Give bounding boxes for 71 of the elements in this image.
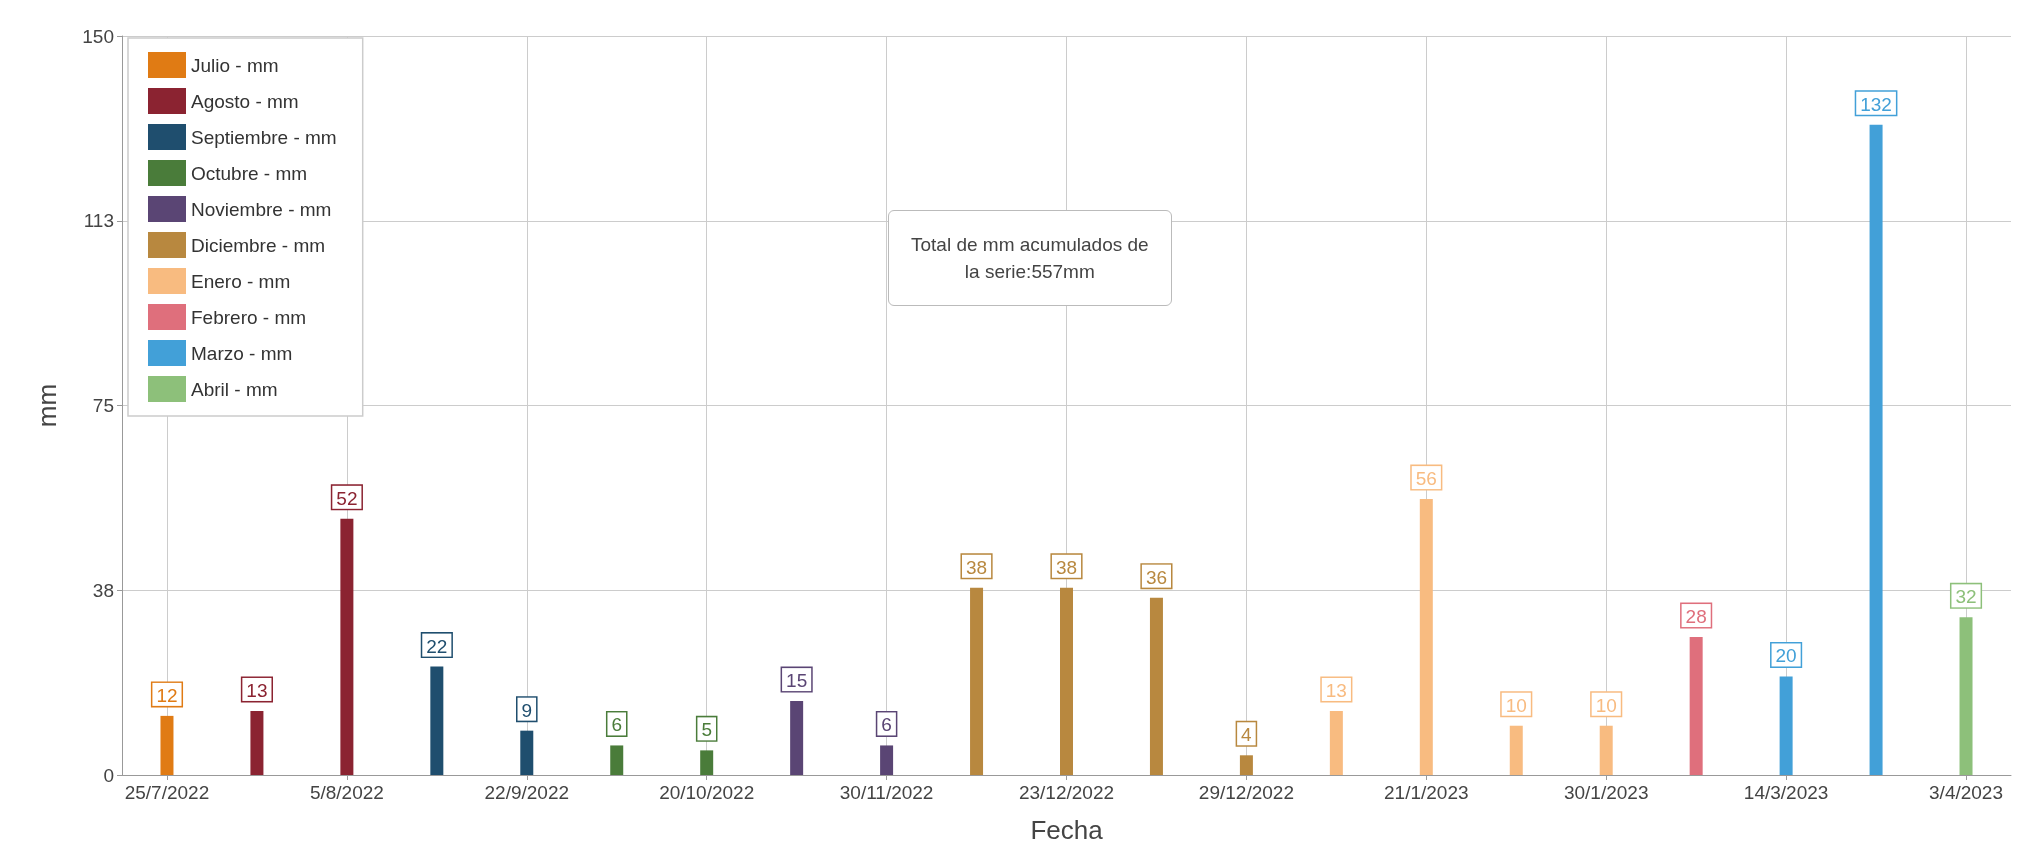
bar (610, 745, 624, 775)
data-label: 38 (1055, 556, 1078, 578)
data-label: 4 (1241, 724, 1253, 746)
data-label: 6 (881, 714, 892, 736)
note-box: Total de mm acumulados de la serie:557mm (888, 210, 1172, 306)
x-tick-label: 23/12/2022 (1018, 782, 1115, 803)
data-label: 132 (1860, 93, 1892, 115)
x-tick-label: 21/1/2023 (1384, 782, 1469, 803)
bar (1599, 725, 1613, 775)
x-tick-label: 20/10/2022 (659, 782, 755, 803)
bar (880, 745, 894, 775)
y-axis-title: mm (32, 383, 62, 428)
data-label: 12 (156, 684, 178, 706)
legend-label: Octubre - mm (191, 162, 308, 184)
legend-label: Abril - mm (191, 378, 278, 400)
data-label: 10 (1505, 694, 1527, 716)
y-tick-label: 0 (103, 764, 114, 786)
data-label: 56 (1415, 468, 1437, 490)
x-tick-label: 5/8/2022 (309, 782, 384, 803)
bar (700, 750, 714, 775)
bar (430, 666, 444, 775)
data-label: 15 (786, 670, 808, 692)
bar (160, 715, 174, 775)
legend-label: Diciembre - mm (191, 234, 326, 256)
y-tick-label: 75 (92, 395, 114, 416)
x-tick-label: 30/11/2022 (839, 782, 934, 803)
bar (1959, 617, 1973, 775)
bar (1779, 676, 1793, 775)
data-label: 5 (701, 719, 712, 741)
bar (1689, 637, 1703, 775)
x-tick-label: 30/1/2023 (1563, 782, 1649, 803)
bar (1869, 124, 1883, 775)
bar (1149, 597, 1163, 775)
bar (970, 587, 984, 775)
data-label: 32 (1955, 586, 1977, 608)
data-label: 6 (611, 714, 623, 736)
bar (1509, 725, 1523, 775)
y-tick-label: 150 (82, 25, 114, 47)
bar (790, 701, 804, 775)
bar (520, 730, 534, 775)
legend-label: Agosto - mm (191, 90, 299, 112)
bar (340, 518, 354, 775)
data-label: 28 (1685, 606, 1707, 628)
x-tick-label: 14/3/2023 (1743, 782, 1829, 803)
legend-label: Noviembre - mm (191, 198, 332, 220)
legend-label: Julio - mm (191, 54, 279, 76)
bar (1329, 710, 1343, 775)
data-label: 13 (1325, 679, 1347, 701)
data-label: 52 (336, 487, 358, 509)
legend-label: Septiembre - mm (191, 126, 337, 148)
bar (1060, 587, 1073, 775)
legend-label: Febrero - mm (191, 306, 307, 328)
x-tick-label: 29/12/2022 (1198, 782, 1294, 803)
data-label: 9 (521, 699, 533, 721)
x-axis-title: Fecha (1030, 815, 1104, 845)
legend-label: Marzo - mm (191, 342, 293, 364)
data-label: 13 (246, 679, 268, 701)
x-tick-label: 25/7/2022 (124, 782, 210, 803)
data-label: 36 (1145, 566, 1168, 588)
x-tick-label: 22/9/2022 (484, 782, 570, 803)
data-label: 10 (1595, 694, 1617, 716)
data-label: 38 (965, 556, 988, 578)
legend-label: Enero - mm (191, 270, 291, 292)
data-label: 20 (1775, 645, 1797, 667)
data-label: 22 (426, 635, 448, 657)
x-tick-label: 3/4/2023 (1929, 782, 2004, 803)
bar (1239, 755, 1253, 775)
bar (1419, 499, 1433, 775)
bar (250, 710, 264, 775)
y-tick-label: 38 (92, 579, 114, 601)
y-tick-label: 113 (83, 210, 114, 232)
